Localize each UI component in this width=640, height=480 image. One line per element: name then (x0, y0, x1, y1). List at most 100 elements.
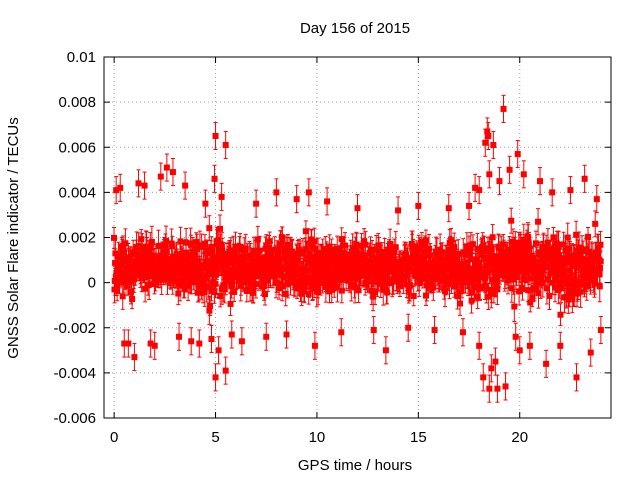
data-point (358, 242, 365, 249)
data-point (305, 240, 312, 247)
data-point (360, 253, 367, 260)
data-point (162, 241, 169, 248)
data-point (120, 278, 127, 285)
data-point (455, 279, 462, 286)
data-point (245, 278, 252, 285)
data-point (274, 270, 281, 277)
data-point (391, 249, 398, 256)
data-point (213, 266, 220, 273)
data-point (210, 262, 217, 269)
data-point (138, 275, 145, 282)
data-point (203, 275, 210, 282)
data-point (227, 251, 234, 258)
data-point (322, 283, 329, 290)
data-point (516, 288, 523, 295)
data-point (527, 299, 534, 306)
data-point (184, 259, 191, 266)
data-point (413, 249, 420, 256)
data-point (279, 237, 286, 244)
data-point (423, 292, 430, 299)
data-point (535, 290, 542, 297)
data-point (226, 267, 233, 274)
data-point (216, 261, 223, 268)
data-point (225, 272, 232, 279)
data-point (518, 256, 525, 263)
data-point (483, 285, 490, 292)
data-point (227, 300, 234, 307)
data-point (523, 269, 530, 276)
data-point (486, 267, 493, 274)
data-point (542, 264, 549, 271)
data-point (493, 279, 500, 286)
data-point (115, 253, 122, 260)
data-point (193, 278, 200, 285)
data-point (331, 252, 338, 259)
data-point (283, 248, 290, 255)
data-point (392, 244, 399, 251)
data-point (380, 286, 387, 293)
data-point (375, 242, 382, 249)
data-point (315, 289, 322, 296)
data-point (444, 254, 451, 261)
data-point (499, 257, 506, 264)
data-point (201, 289, 208, 296)
data-point (504, 262, 511, 269)
data-point (472, 265, 479, 272)
data-point (371, 254, 378, 261)
data-point (422, 237, 429, 244)
data-point (504, 251, 511, 258)
data-point (457, 300, 464, 307)
data-point (183, 239, 190, 246)
data-point (152, 277, 159, 284)
data-point (148, 238, 155, 245)
data-point (447, 265, 454, 272)
data-point (496, 272, 503, 279)
data-point (493, 263, 500, 270)
data-point (127, 265, 134, 272)
data-point (302, 246, 309, 253)
data-point (269, 257, 276, 264)
data-point (489, 234, 496, 241)
data-point (308, 274, 315, 281)
data-point (467, 265, 474, 272)
data-point (328, 284, 335, 291)
data-point (146, 281, 153, 288)
data-point (463, 243, 470, 250)
data-point (482, 273, 489, 280)
data-point (361, 238, 368, 245)
data-point (383, 270, 390, 277)
data-point (362, 241, 369, 248)
data-point (276, 258, 283, 265)
data-point (506, 270, 513, 277)
data-point (220, 250, 227, 257)
data-point (488, 286, 495, 293)
data-point (539, 280, 546, 287)
data-point (259, 276, 266, 283)
data-point (342, 242, 349, 249)
data-point (185, 282, 192, 289)
data-point (422, 242, 429, 249)
data-point (216, 225, 223, 232)
data-point (375, 249, 382, 256)
data-point (300, 265, 307, 272)
data-point (211, 288, 218, 295)
data-point (312, 245, 319, 252)
data-point (368, 287, 375, 294)
data-point (532, 240, 539, 247)
data-point (284, 241, 291, 248)
data-point (163, 237, 170, 244)
data-point (207, 302, 214, 309)
data-point (146, 273, 153, 280)
data-point (114, 287, 121, 294)
data-point (315, 265, 322, 272)
data-point (519, 284, 526, 291)
data-point (308, 241, 315, 248)
data-point (355, 287, 362, 294)
data-point (122, 275, 129, 282)
data-point (273, 261, 280, 268)
data-point (177, 238, 184, 245)
data-point (112, 250, 119, 257)
data-point (531, 285, 538, 292)
data-point (537, 259, 544, 266)
